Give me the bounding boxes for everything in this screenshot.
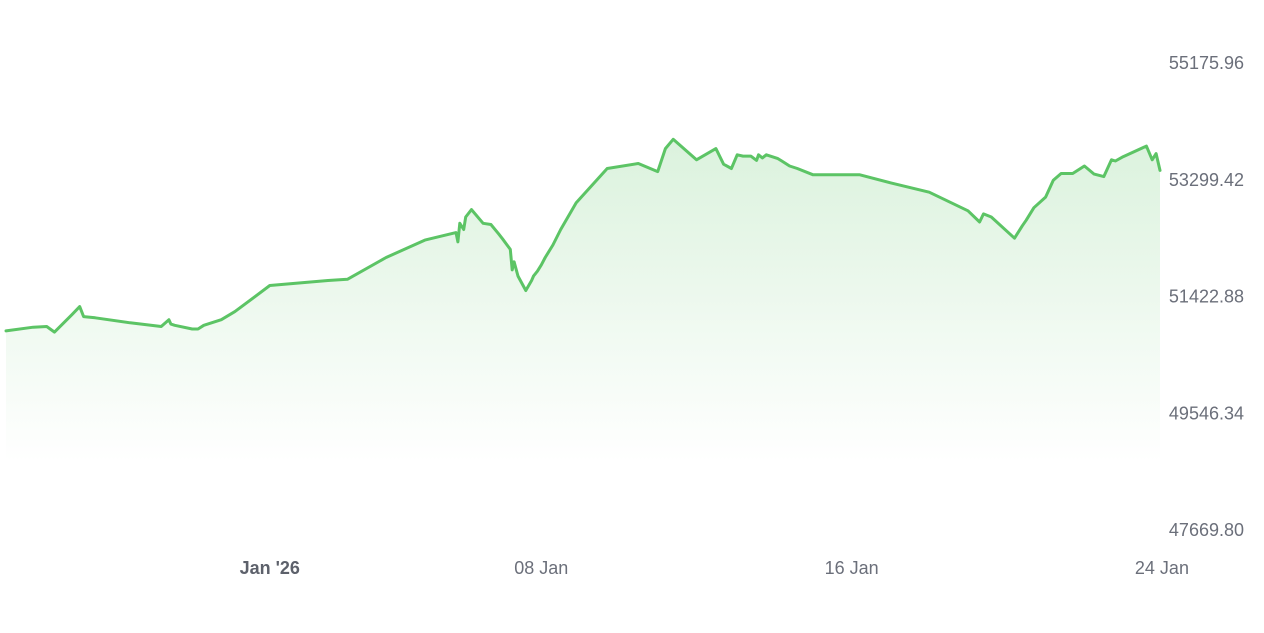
y-tick-label: 51422.88: [1169, 287, 1244, 307]
y-tick-label: 47669.80: [1169, 520, 1244, 540]
x-tick-label: 08 Jan: [514, 558, 568, 578]
line-layer: [4, 137, 1162, 334]
y-axis: 55175.96 53299.42 51422.88 49546.34 47669.80: [1169, 53, 1244, 540]
x-tick-label: 16 Jan: [825, 558, 879, 578]
x-axis: Jan '26 08 Jan 16 Jan 24 Jan: [240, 558, 1189, 578]
series-area: [6, 139, 1160, 463]
y-tick-label: 55175.96: [1169, 53, 1244, 73]
y-tick-label: 53299.42: [1169, 170, 1244, 190]
x-tick-label: Jan '26: [240, 558, 300, 578]
series-line: [4, 137, 1162, 334]
x-tick-label: 24 Jan: [1135, 558, 1189, 578]
y-tick-label: 49546.34: [1169, 403, 1244, 423]
area-layer: [6, 139, 1160, 463]
